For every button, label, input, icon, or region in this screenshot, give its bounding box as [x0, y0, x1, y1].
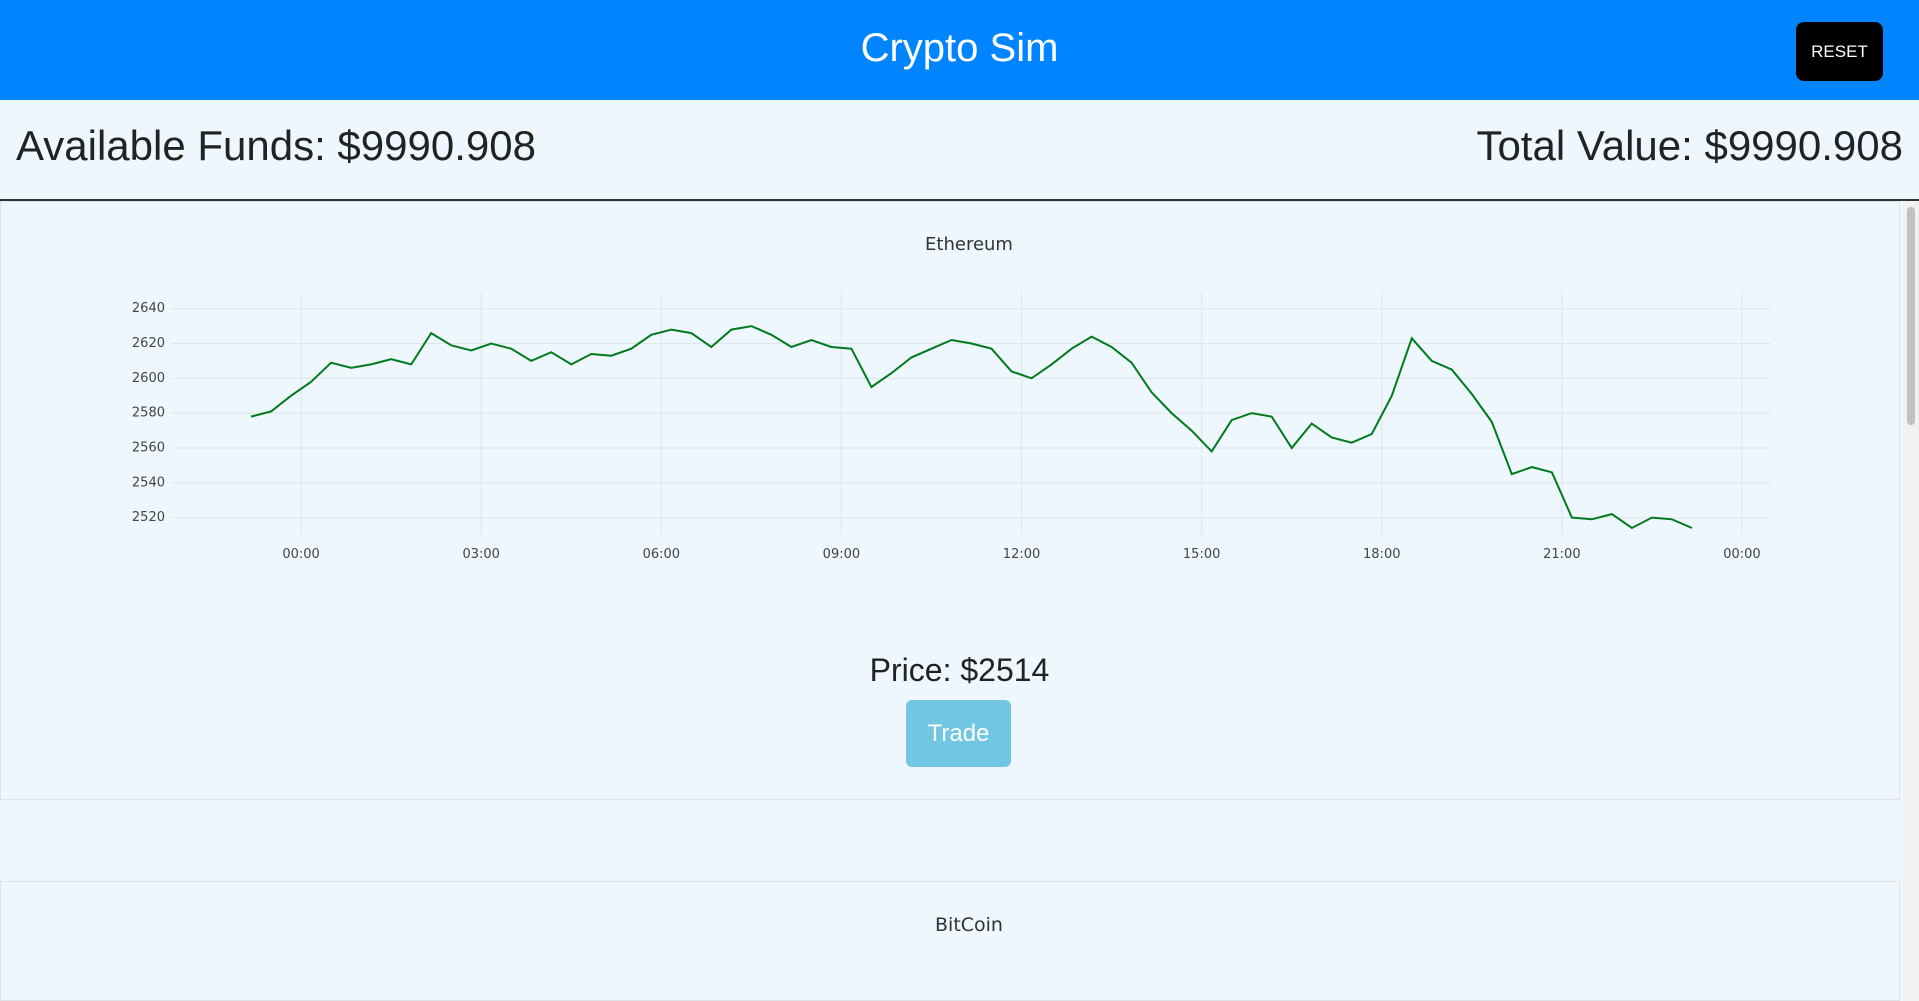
divider	[0, 199, 1919, 201]
y-tick-label: 2580	[132, 406, 165, 421]
price: Price: $2514	[869, 652, 1050, 688]
x-tick-label: 00:00Jan 30, 2022	[259, 547, 342, 561]
chart: Ethereum 2520 2540 2560 2580 2600 2620 2640 00:…	[132, 234, 1783, 561]
scrollbar-thumb[interactable]	[1907, 207, 1915, 425]
y-tick-label: 2540	[132, 475, 165, 490]
y-tick-label: 2600	[132, 371, 165, 386]
x-tick-label: 18:00	[1363, 547, 1400, 561]
x-tick-label: 06:00	[643, 547, 680, 561]
y-tick-label: 2520	[132, 510, 165, 525]
price-line	[250, 325, 1693, 530]
y-tick-label: 2620	[132, 336, 165, 351]
total-value: Total Value: $9990.908	[1476, 122, 1903, 169]
y-tick-label: 2560	[132, 440, 165, 455]
reset-button[interactable]: RESET	[1796, 22, 1883, 81]
x-tick-label: 21:00	[1543, 547, 1580, 561]
app-title: Crypto Sim	[860, 26, 1059, 70]
x-tick-label: 15:00	[1183, 547, 1220, 561]
available-funds: Available Funds: $9990.908	[16, 122, 536, 169]
trade-button[interactable]: Trade	[906, 700, 1011, 767]
x-tick-label: 03:00	[462, 547, 499, 561]
x-tick-label: 12:00	[1003, 547, 1040, 561]
x-tick-label: 00:00Jan 31, 2022	[1700, 547, 1783, 561]
chart-title: Ethereum	[925, 234, 1013, 255]
chart-card	[0, 881, 1900, 1001]
header: Crypto Sim RESET	[0, 0, 1919, 100]
chart-title: BitCoin	[935, 914, 1003, 936]
x-tick-label: 09:00	[823, 547, 860, 561]
y-tick-label: 2640	[132, 301, 165, 316]
